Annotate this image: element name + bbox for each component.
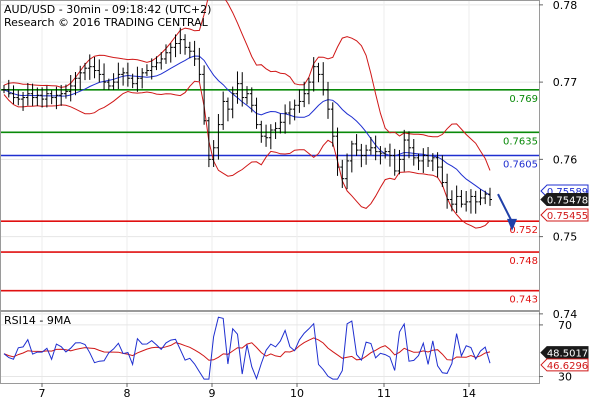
price-tag-label: 0.75589	[547, 187, 588, 198]
rsi-series	[1, 316, 539, 381]
x-tick-label: 9	[209, 387, 216, 400]
level-label: 0.7605	[503, 160, 538, 171]
rsi-panel-frame	[0, 311, 540, 384]
x-axis: 7 8 9 10 11 14	[39, 383, 476, 400]
y-tick-label: 0.77	[553, 76, 578, 89]
chart-title: AUD/USD - 30min - 09:18:42 (UTC+2)	[4, 3, 211, 16]
level-label: 0.748	[509, 256, 538, 267]
x-tick-label: 11	[377, 387, 391, 400]
y-tick-label: 0.75	[553, 231, 578, 244]
price-tag-box	[540, 358, 589, 372]
rsi-y-axis: 70 30	[539, 319, 572, 384]
level-label: 0.7635	[503, 136, 538, 147]
x-tick-label: 14	[462, 387, 476, 400]
level-label: 0.752	[509, 225, 538, 236]
x-tick-label: 10	[290, 387, 304, 400]
price-tag-box	[540, 208, 589, 222]
price-tag-label: 0.75478	[547, 196, 588, 207]
price-series	[2, 0, 517, 231]
rsi-y-tick-label: 30	[558, 371, 572, 384]
level-label: 0.769	[509, 94, 538, 105]
price-tag-box	[540, 193, 589, 207]
x-tick-label: 7	[39, 387, 46, 400]
forecast-arrow-shaft	[497, 193, 513, 223]
y-tick-label: 0.76	[553, 153, 578, 166]
bollinger-lower	[3, 80, 491, 229]
price-panel-frame	[0, 0, 540, 311]
y-tick-label: 0.74	[553, 308, 578, 321]
price-tag-label: 48.5017	[547, 349, 588, 360]
support-resistance-lines: 0.769 0.7635 0.7605 0.752 0.748 0.743	[1, 89, 539, 306]
rsi-ma-line	[3, 337, 491, 361]
forecast-arrow-head	[507, 218, 517, 231]
rsi-label: RSI14 - 9MA	[4, 314, 71, 327]
price-tag-label: 0.75455	[547, 211, 588, 222]
rsi-line	[3, 316, 491, 381]
price-tag-box	[540, 346, 589, 360]
y-tick-label: 0.78	[553, 0, 578, 12]
rsi-y-tick-label: 70	[558, 319, 572, 332]
x-tick-label: 8	[124, 387, 131, 400]
y-axis: 0.78 0.77 0.76 0.75 0.74	[539, 0, 577, 321]
price-tag-label: 46.6296	[547, 361, 588, 372]
level-label: 0.743	[509, 295, 538, 306]
chart-subtitle: Research © 2016 TRADING CENTRAL	[4, 16, 209, 29]
